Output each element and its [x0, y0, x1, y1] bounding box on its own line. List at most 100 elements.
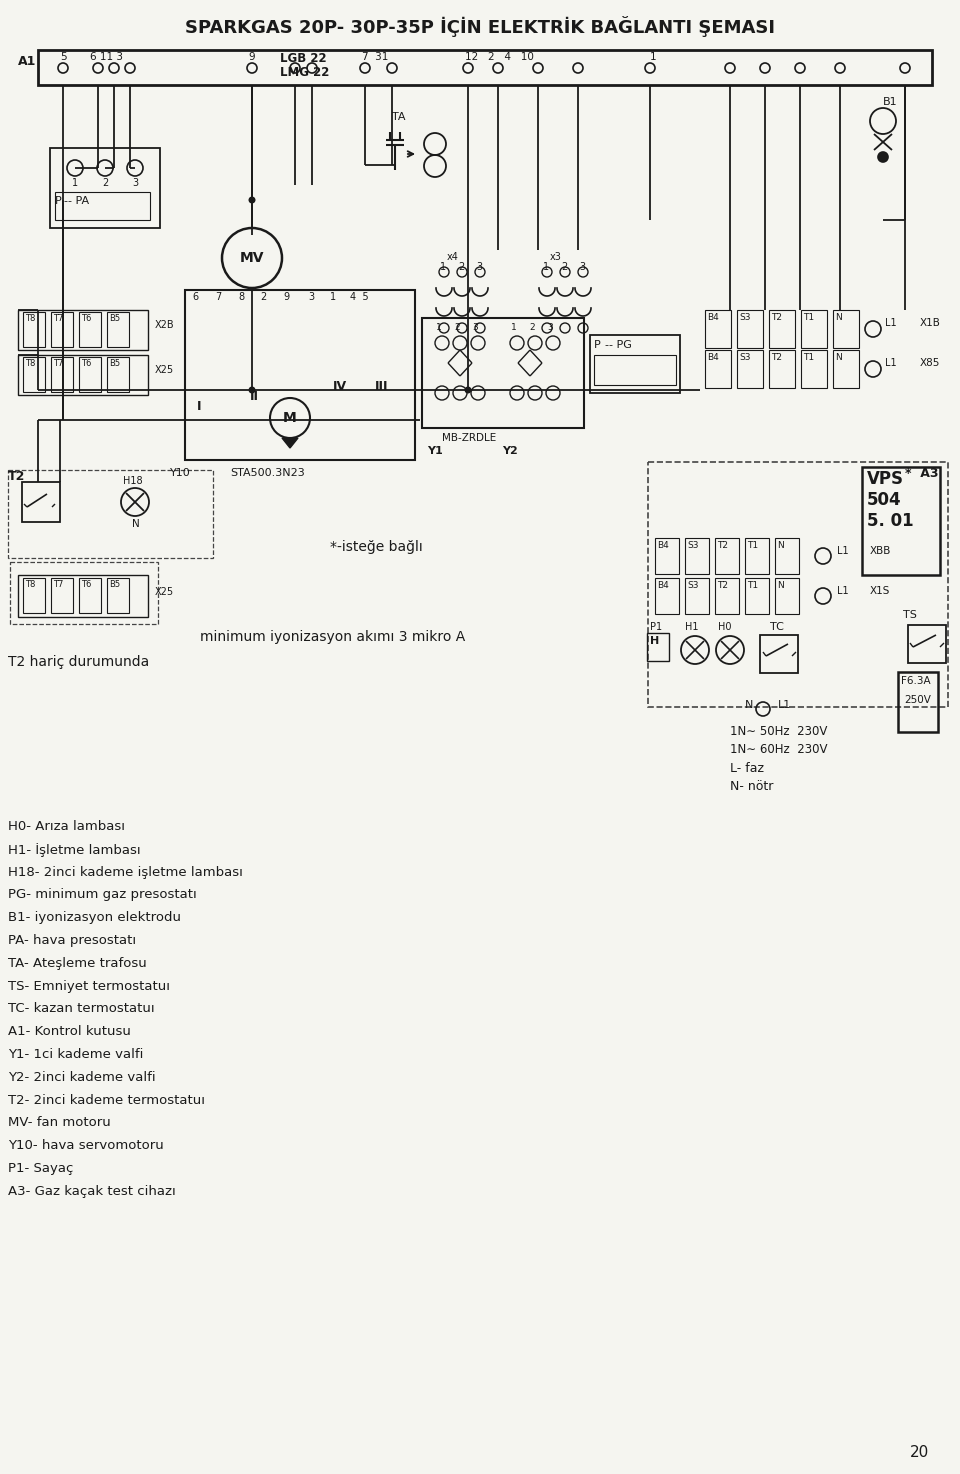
- Text: 3: 3: [547, 323, 553, 332]
- Text: P: P: [594, 340, 601, 349]
- Text: N: N: [132, 519, 140, 529]
- Text: S3: S3: [687, 541, 699, 550]
- Text: T2: T2: [8, 470, 25, 483]
- Text: B5: B5: [109, 360, 120, 368]
- Circle shape: [878, 152, 888, 162]
- Text: T2- 2inci kademe termostatuı: T2- 2inci kademe termostatuı: [8, 1094, 205, 1107]
- Bar: [79, 357, 101, 392]
- Bar: [647, 632, 669, 660]
- Text: 4  5: 4 5: [350, 292, 369, 302]
- Bar: [8, 470, 213, 559]
- Bar: [775, 538, 799, 573]
- Text: S3: S3: [687, 581, 699, 590]
- Bar: [648, 461, 948, 708]
- Text: 3: 3: [308, 292, 314, 302]
- Text: Y1: Y1: [427, 447, 443, 455]
- Text: -- PA: -- PA: [64, 196, 89, 206]
- Text: T6: T6: [81, 360, 91, 368]
- Text: Y10: Y10: [170, 469, 191, 478]
- Bar: [705, 310, 731, 348]
- Bar: [23, 312, 45, 346]
- Bar: [769, 349, 795, 388]
- Bar: [51, 312, 73, 346]
- Bar: [715, 538, 739, 573]
- Text: Y2- 2inci kademe valfi: Y2- 2inci kademe valfi: [8, 1070, 156, 1083]
- Bar: [594, 355, 676, 385]
- Text: B4: B4: [707, 312, 719, 321]
- Bar: [705, 349, 731, 388]
- Text: 6 11 3: 6 11 3: [90, 52, 123, 62]
- Text: T1: T1: [747, 581, 758, 590]
- Bar: [655, 538, 679, 573]
- Bar: [38, 50, 932, 85]
- Bar: [23, 578, 45, 613]
- Text: N: N: [835, 352, 842, 363]
- Text: L1: L1: [778, 700, 791, 710]
- Bar: [833, 349, 859, 388]
- Text: TS: TS: [903, 610, 917, 621]
- Text: 9: 9: [283, 292, 289, 302]
- Text: X85: X85: [920, 358, 941, 368]
- Text: X25: X25: [155, 587, 174, 597]
- Text: P1: P1: [650, 622, 662, 632]
- Text: 5: 5: [60, 52, 66, 62]
- Bar: [737, 349, 763, 388]
- Text: 3: 3: [579, 262, 586, 273]
- Text: H18- 2inci kademe işletme lambası: H18- 2inci kademe işletme lambası: [8, 865, 243, 879]
- Text: TC- kazan termostatuı: TC- kazan termostatuı: [8, 1002, 155, 1016]
- Bar: [22, 482, 60, 522]
- Text: H1- İşletme lambası: H1- İşletme lambası: [8, 843, 140, 856]
- Text: *  A3: * A3: [905, 467, 939, 481]
- Text: F6.3A: F6.3A: [901, 677, 930, 685]
- Text: L1: L1: [837, 587, 849, 595]
- Text: B5: B5: [109, 579, 120, 590]
- Text: II: II: [250, 391, 259, 402]
- Text: 3: 3: [476, 262, 482, 273]
- Bar: [107, 357, 129, 392]
- Bar: [18, 310, 148, 349]
- Text: T7: T7: [53, 579, 63, 590]
- Text: 7  31: 7 31: [362, 52, 389, 62]
- Text: IV: IV: [333, 380, 348, 394]
- Bar: [862, 467, 940, 575]
- Bar: [422, 318, 584, 427]
- Text: T7: T7: [53, 360, 63, 368]
- Text: T8: T8: [25, 314, 36, 323]
- Text: P1- Sayaç: P1- Sayaç: [8, 1162, 73, 1175]
- Text: X2B: X2B: [155, 320, 175, 330]
- Text: B5: B5: [109, 314, 120, 323]
- Text: 250V: 250V: [904, 696, 931, 705]
- Text: XBB: XBB: [870, 545, 892, 556]
- Text: MB-ZRDLE: MB-ZRDLE: [442, 433, 496, 444]
- Text: 3: 3: [132, 178, 138, 189]
- Text: *-isteğe bağlı: *-isteğe bağlı: [330, 539, 422, 554]
- Text: VPS
504
5. 01: VPS 504 5. 01: [867, 470, 914, 529]
- Text: B4: B4: [657, 541, 669, 550]
- Polygon shape: [282, 438, 298, 448]
- Text: 3: 3: [472, 323, 478, 332]
- Bar: [745, 538, 769, 573]
- Text: T2: T2: [771, 352, 782, 363]
- Text: H: H: [650, 635, 660, 646]
- Bar: [769, 310, 795, 348]
- Text: X25: X25: [155, 366, 174, 374]
- Text: 6: 6: [192, 292, 198, 302]
- Bar: [18, 575, 148, 618]
- Text: T6: T6: [81, 314, 91, 323]
- Text: 2: 2: [454, 323, 460, 332]
- Bar: [55, 192, 150, 220]
- Text: SPARKGAS 20P- 30P-35P İÇİN ELEKTRİK BAĞLANTI ŞEMASI: SPARKGAS 20P- 30P-35P İÇİN ELEKTRİK BAĞL…: [185, 16, 775, 37]
- Text: Y2: Y2: [502, 447, 517, 455]
- Text: T1: T1: [747, 541, 758, 550]
- Text: 1: 1: [511, 323, 516, 332]
- Bar: [655, 578, 679, 615]
- Text: A3- Gaz kaçak test cihazı: A3- Gaz kaçak test cihazı: [8, 1185, 176, 1198]
- Bar: [107, 312, 129, 346]
- Text: STA500.3N23: STA500.3N23: [230, 469, 304, 478]
- Text: N: N: [835, 312, 842, 321]
- Text: LMG 22: LMG 22: [280, 66, 329, 80]
- Text: N: N: [745, 700, 754, 710]
- Text: S3: S3: [739, 312, 751, 321]
- Text: L1: L1: [837, 545, 849, 556]
- Bar: [50, 147, 160, 228]
